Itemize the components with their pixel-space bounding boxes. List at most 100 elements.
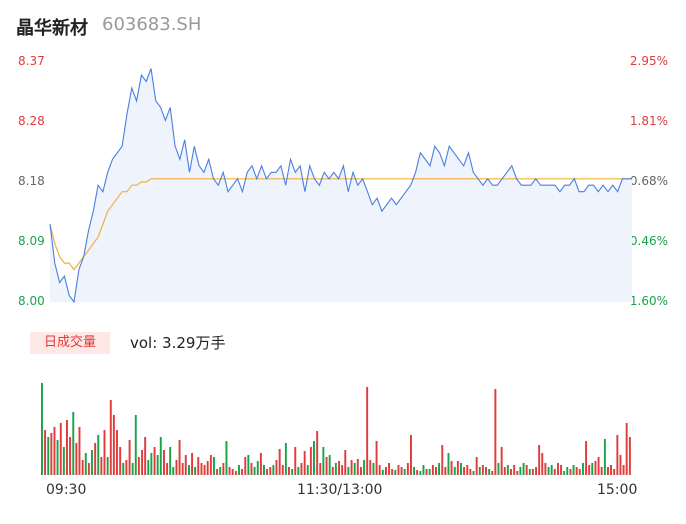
volume-bar <box>166 463 169 475</box>
volume-bar <box>397 465 400 475</box>
volume-bar <box>66 420 68 475</box>
volume-bar <box>363 460 366 475</box>
volume-bar <box>231 469 234 475</box>
volume-bar <box>331 467 334 475</box>
x-tick-open: 09:30 <box>46 482 87 498</box>
volume-bar <box>369 460 372 475</box>
volume-bar <box>566 467 569 475</box>
volume-bar <box>416 470 419 475</box>
volume-bar <box>241 469 244 475</box>
volume-bar <box>225 441 228 475</box>
volume-bar <box>366 387 369 475</box>
volume-bar <box>216 469 219 475</box>
pct-tick-top: 2.95% <box>629 54 668 68</box>
volume-bar <box>413 467 416 475</box>
volume-bar <box>163 450 165 475</box>
volume-bar <box>619 455 622 475</box>
price-tick-top: 8.37 <box>18 54 45 68</box>
volume-bar <box>466 465 469 475</box>
volume-bar <box>87 463 90 475</box>
volume-bar <box>525 465 528 475</box>
volume-bar <box>306 465 309 475</box>
volume-bar <box>53 427 56 475</box>
volume-bar <box>244 457 247 475</box>
volume-bar <box>378 465 381 475</box>
volume-bar <box>419 471 422 475</box>
volume-bar <box>75 443 78 475</box>
volume-bar <box>203 465 206 475</box>
volume-bar <box>607 467 609 475</box>
pct-tick-mid: 0.68% <box>629 174 668 188</box>
volume-bar <box>360 467 362 475</box>
pct-tick-bottom: -1.60% <box>625 294 668 308</box>
volume-bar <box>334 463 337 475</box>
volume-bar <box>375 441 378 475</box>
volume-bar <box>425 469 428 475</box>
volume-bar <box>553 469 556 475</box>
price-tick-2: 8.28 <box>18 114 45 128</box>
volume-bar <box>428 469 431 475</box>
volume-bar <box>294 447 297 475</box>
volume-bar <box>628 437 631 475</box>
volume-bar <box>209 455 212 475</box>
volume-bar <box>300 463 303 475</box>
volume-bar <box>272 465 275 475</box>
volume-bar <box>109 400 112 475</box>
volume-bar <box>219 467 222 475</box>
volume-bar <box>497 463 500 475</box>
volume-bar <box>353 463 356 475</box>
volume-bar <box>150 453 153 475</box>
volume-bar <box>263 465 265 475</box>
volume-bar <box>538 445 541 475</box>
volume-bar <box>344 450 347 475</box>
volume-bar <box>94 443 97 475</box>
volume-bar <box>613 469 616 475</box>
volume-bar <box>253 467 256 475</box>
x-tick-close: 15:00 <box>597 482 638 498</box>
volume-bar <box>356 459 359 475</box>
volume-bar <box>206 461 209 475</box>
volume-bar <box>475 457 478 475</box>
volume-bar <box>72 412 75 475</box>
volume-bar <box>222 463 225 475</box>
volume-bar <box>481 465 484 475</box>
volume-bar <box>213 457 215 475</box>
volume-bar <box>578 469 581 475</box>
avg-price-line <box>49 178 632 271</box>
volume-bar <box>616 435 619 475</box>
volume-bar <box>391 469 394 475</box>
volume-readout: vol: 3.29万手 <box>130 334 226 352</box>
volume-bar <box>81 460 84 475</box>
volume-bar <box>200 463 203 475</box>
volume-bar <box>403 469 406 475</box>
volume-bar <box>281 465 284 475</box>
price-tick-mid: 8.18 <box>18 174 45 188</box>
volume-bar <box>131 463 134 475</box>
volume-bar <box>122 463 125 475</box>
volume-bar <box>181 463 184 475</box>
volume-bar <box>456 461 459 475</box>
price-area-fill <box>50 68 632 302</box>
volume-bar <box>385 467 387 475</box>
volume-bar <box>575 467 578 475</box>
volume-bar <box>503 467 506 475</box>
volume-bar <box>137 457 140 475</box>
volume-bar <box>313 441 315 475</box>
volume-bar <box>144 437 147 475</box>
volume-bar <box>535 467 538 475</box>
volume-bar <box>97 435 100 475</box>
volume-bar <box>410 435 412 475</box>
volume-bar <box>128 440 131 475</box>
volume-bar <box>112 415 115 475</box>
volume-bar <box>478 467 481 475</box>
volume-bar <box>600 467 603 475</box>
volume-bar <box>288 467 290 475</box>
pct-tick-4: -0.46% <box>625 234 668 248</box>
volume-bar <box>184 455 187 475</box>
volume-bar <box>522 463 525 475</box>
price-tick-4: 8.09 <box>18 234 45 248</box>
volume-bar <box>541 453 544 475</box>
volume-bar <box>444 467 447 475</box>
volume-bar <box>569 469 572 475</box>
volume-bar <box>438 463 441 475</box>
